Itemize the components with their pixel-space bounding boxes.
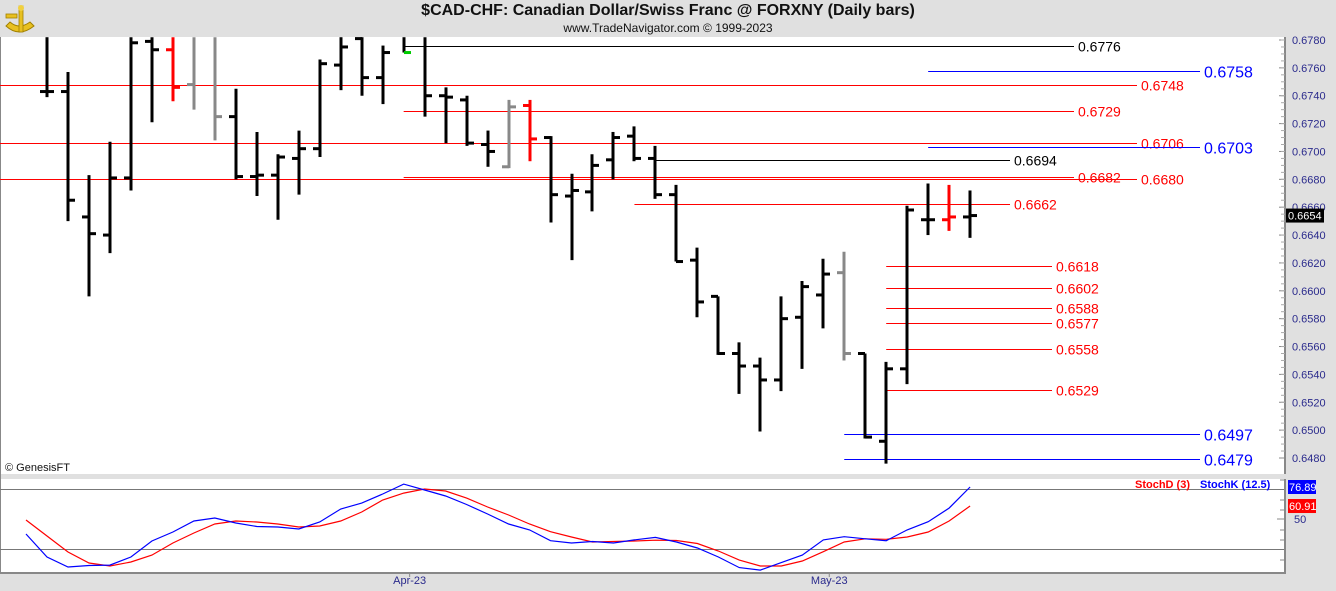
level-label: 0.6577 xyxy=(1056,316,1099,332)
price-bar xyxy=(355,37,369,96)
price-bar xyxy=(481,130,495,167)
price-bar xyxy=(166,37,180,102)
price-bar xyxy=(921,183,935,236)
price-bar xyxy=(942,184,956,231)
y-tick-label: 0.6520 xyxy=(1292,397,1326,409)
y-tick-label: 0.6540 xyxy=(1292,369,1326,381)
price-bar xyxy=(229,88,243,180)
level-label: 0.6758 xyxy=(1204,65,1253,82)
price-bar xyxy=(40,37,54,98)
stochd-line xyxy=(25,488,971,567)
y-tick-label: 0.6720 xyxy=(1292,119,1326,131)
price-bar xyxy=(774,296,788,392)
y-tick-label: 0.6560 xyxy=(1292,342,1326,354)
price-bar xyxy=(187,37,196,110)
level-label: 0.6682 xyxy=(1078,170,1121,186)
price-bar xyxy=(439,87,453,144)
price-bar xyxy=(402,37,411,55)
price-bar xyxy=(669,184,683,264)
price-bar xyxy=(900,205,914,385)
level-label: 0.6703 xyxy=(1204,141,1253,158)
price-bar xyxy=(648,145,662,199)
level-label: 0.6588 xyxy=(1056,301,1099,317)
price-bar xyxy=(690,247,704,318)
price-bar xyxy=(606,131,620,180)
level-label: 0.6729 xyxy=(1078,104,1121,120)
price-bar xyxy=(460,95,474,146)
stochd-value: 60.91 xyxy=(1289,501,1317,513)
y-tick-label: 0.6580 xyxy=(1292,314,1326,326)
stochk-legend: StochK (12.5) xyxy=(1200,479,1271,491)
price-bar xyxy=(753,357,767,432)
level-label: 0.6748 xyxy=(1141,78,1184,94)
stochk-value-box xyxy=(1288,480,1316,495)
stochk-line xyxy=(25,483,971,571)
price-bar xyxy=(963,190,977,238)
y-tick-label: 0.6480 xyxy=(1292,453,1326,465)
chart-title: $CAD-CHF: Canadian Dollar/Swiss Franc @ … xyxy=(421,2,915,19)
price-bar xyxy=(732,342,746,394)
price-bar xyxy=(213,37,222,141)
y-tick-label: 0.6760 xyxy=(1292,63,1326,75)
chart-subtitle: www.TradeNavigator.com © 1999-2023 xyxy=(563,21,773,35)
price-bar xyxy=(837,251,851,361)
level-label: 0.6618 xyxy=(1056,259,1099,275)
price-bar xyxy=(795,281,809,369)
price-bar xyxy=(816,258,830,329)
price-bar xyxy=(250,131,264,197)
y-tick-label: 0.6600 xyxy=(1292,286,1326,298)
price-bar xyxy=(544,136,558,223)
last-price-label: 0.6654 xyxy=(1288,211,1322,223)
x-tick-label: Apr-23 xyxy=(393,575,426,587)
price-bar xyxy=(711,294,725,355)
stoch-panel xyxy=(0,479,1284,572)
level-label: 0.6602 xyxy=(1056,281,1099,297)
stochd-legend: StochD (3) xyxy=(1135,479,1190,491)
y-tick-label: 0.6740 xyxy=(1292,91,1326,103)
price-bar xyxy=(376,45,390,105)
price-bar xyxy=(879,361,893,464)
price-bar xyxy=(124,37,138,191)
price-bar xyxy=(271,154,285,220)
level-label: 0.6680 xyxy=(1141,172,1184,188)
price-bar xyxy=(334,37,348,91)
price-bar xyxy=(145,37,159,123)
price-bar xyxy=(292,130,306,195)
price-bar xyxy=(423,37,432,117)
last-price-box xyxy=(1286,208,1324,223)
level-label: 0.6529 xyxy=(1056,383,1099,399)
price-bar xyxy=(82,175,96,297)
price-bar xyxy=(502,99,516,169)
y-tick-label: 0.6780 xyxy=(1292,35,1326,47)
y-tick-label: 0.6680 xyxy=(1292,174,1326,186)
y-tick-label: 0.6700 xyxy=(1292,146,1326,158)
stoch-tick-label: 50 xyxy=(1294,514,1306,526)
level-label: 0.6497 xyxy=(1204,428,1253,445)
level-label: 0.6479 xyxy=(1204,453,1253,470)
copyright-label: © GenesisFT xyxy=(5,462,70,474)
price-bar xyxy=(858,351,872,439)
level-label: 0.6558 xyxy=(1056,342,1099,358)
price-bar xyxy=(313,59,327,158)
y-tick-label: 0.6620 xyxy=(1292,258,1326,270)
level-label: 0.6706 xyxy=(1141,136,1184,152)
price-bar xyxy=(523,99,537,162)
price-bar xyxy=(103,141,117,254)
price-bar xyxy=(565,173,579,261)
price-bar xyxy=(627,126,641,162)
level-label: 0.6694 xyxy=(1014,153,1057,169)
x-tick-label: May-23 xyxy=(811,575,848,587)
y-tick-label: 0.6500 xyxy=(1292,425,1326,437)
stochk-value: 76.89 xyxy=(1289,482,1317,494)
level-label: 0.6662 xyxy=(1014,197,1057,213)
y-tick-label: 0.6640 xyxy=(1292,230,1326,242)
price-bar xyxy=(61,72,75,222)
sextant-logo-icon xyxy=(2,2,36,36)
level-label: 0.6776 xyxy=(1078,39,1121,55)
price-bar xyxy=(585,154,599,212)
stochd-value-box xyxy=(1288,499,1316,514)
